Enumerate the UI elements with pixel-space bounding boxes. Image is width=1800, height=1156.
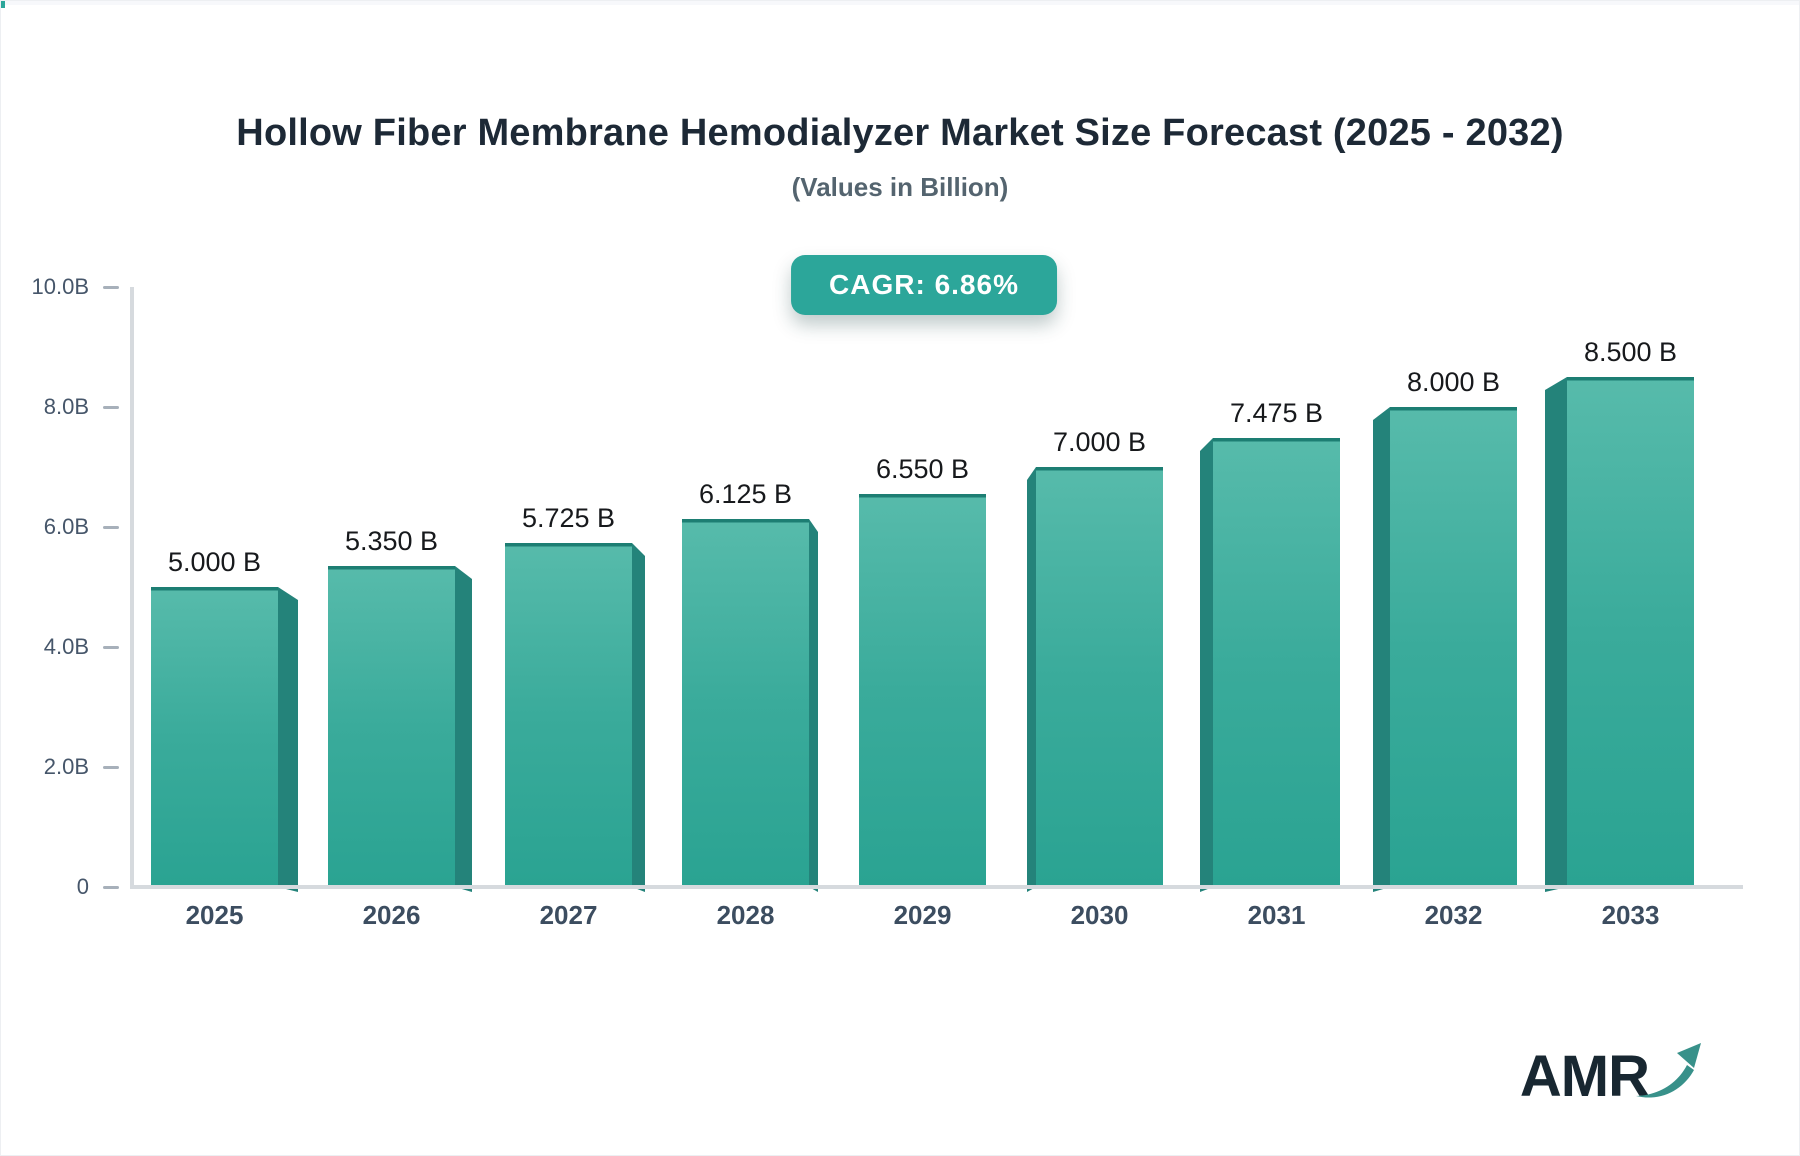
y-tick-label-6.0B: 6.0B — [43, 514, 89, 539]
bar-top-edge-2031 — [1213, 438, 1340, 442]
bar-side-face-2032 — [1373, 407, 1390, 892]
value-label-2028: 6.125 B — [698, 479, 793, 509]
bar-side-face-2025 — [278, 587, 298, 892]
x-axis-line — [130, 885, 1743, 889]
value-label-2032: 8.000 B — [1406, 367, 1501, 397]
value-label-2027: 5.725 B — [521, 503, 616, 533]
bar-top-edge-2029 — [859, 494, 986, 498]
bar-2029[interactable] — [859, 494, 986, 893]
chart-subtitle: (Values in Billion) — [791, 172, 1009, 202]
cagr-badge: CAGR: 6.86% — [791, 255, 1057, 315]
y-tick-dash-4.0B — [103, 645, 119, 649]
y-tick-dash-8.0B — [103, 405, 119, 409]
amr-logo-text: AMR — [1519, 1044, 1650, 1109]
bar-2027[interactable] — [505, 543, 645, 893]
bar-top-edge-2027 — [505, 543, 632, 547]
x-axis-label-2028: 2028 — [716, 900, 775, 930]
bar-top-edge-2033 — [1567, 377, 1694, 381]
bar-front-face-2031 — [1213, 438, 1340, 887]
bar-front-face-2025 — [151, 587, 278, 887]
bar-2030[interactable] — [1027, 467, 1163, 893]
bar-front-face-2027 — [505, 543, 632, 887]
bar-2031[interactable] — [1200, 438, 1340, 893]
x-axis-label-2031: 2031 — [1247, 900, 1306, 930]
y-tick-label-4.0B: 4.0B — [43, 634, 89, 659]
logo-arrow-icon — [1636, 1043, 1701, 1098]
y-tick-dash-0 — [103, 885, 119, 889]
corner-notch — [1, 1, 5, 8]
value-label-2026: 5.350 B — [344, 526, 439, 556]
bar-front-face-2029 — [859, 494, 986, 887]
value-label-2029: 6.550 B — [875, 454, 970, 484]
x-axis-label-2032: 2032 — [1424, 900, 1483, 930]
bar-side-face-2030 — [1027, 467, 1036, 892]
y-tick-dash-10.0B — [103, 285, 119, 289]
top-strip — [1, 1, 1799, 5]
value-label-2033: 8.500 B — [1583, 337, 1678, 367]
y-tick-label-8.0B: 8.0B — [43, 394, 89, 419]
bar-top-edge-2026 — [328, 566, 455, 570]
bar-top-edge-2028 — [682, 519, 809, 523]
y-tick-label-0: 0 — [76, 874, 89, 899]
bar-side-face-2028 — [809, 519, 818, 892]
bar-side-face-2026 — [455, 566, 472, 892]
y-axis-line — [130, 287, 134, 888]
bar-side-face-2033 — [1545, 377, 1567, 892]
x-axis-label-2029: 2029 — [893, 900, 952, 930]
x-axis-label-2026: 2026 — [362, 900, 421, 930]
bar-2032[interactable] — [1373, 407, 1517, 893]
bar-side-face-2031 — [1200, 438, 1213, 892]
bar-front-face-2032 — [1390, 407, 1517, 887]
value-label-2025: 5.000 B — [167, 547, 262, 577]
amr-logo: AMR — [1519, 1039, 1703, 1109]
y-tick-dash-6.0B — [103, 525, 119, 529]
bar-top-edge-2025 — [151, 587, 278, 591]
bar-top-edge-2030 — [1036, 467, 1163, 471]
value-label-2030: 7.000 B — [1052, 427, 1147, 457]
bar-front-face-2026 — [328, 566, 455, 887]
bar-2028[interactable] — [682, 519, 818, 893]
bar-2025[interactable] — [151, 587, 298, 893]
x-axis-label-2025: 2025 — [185, 900, 244, 930]
y-tick-label-10.0B: 10.0B — [31, 274, 90, 299]
value-label-2031: 7.475 B — [1229, 398, 1324, 428]
y-tick-dash-2.0B — [103, 765, 119, 769]
bar-front-face-2030 — [1036, 467, 1163, 887]
bar-front-face-2028 — [682, 519, 809, 887]
chart-title: Hollow Fiber Membrane Hemodialyzer Marke… — [236, 112, 1564, 154]
bar-top-edge-2032 — [1390, 407, 1517, 411]
bar-2026[interactable] — [328, 566, 472, 893]
bar-side-face-2027 — [632, 543, 645, 892]
x-axis-label-2033: 2033 — [1601, 900, 1660, 930]
bar-2033[interactable] — [1545, 377, 1694, 893]
bar-front-face-2033 — [1567, 377, 1694, 887]
x-axis-label-2030: 2030 — [1070, 900, 1129, 930]
x-axis-label-2027: 2027 — [539, 900, 598, 930]
y-tick-label-2.0B: 2.0B — [43, 754, 89, 779]
